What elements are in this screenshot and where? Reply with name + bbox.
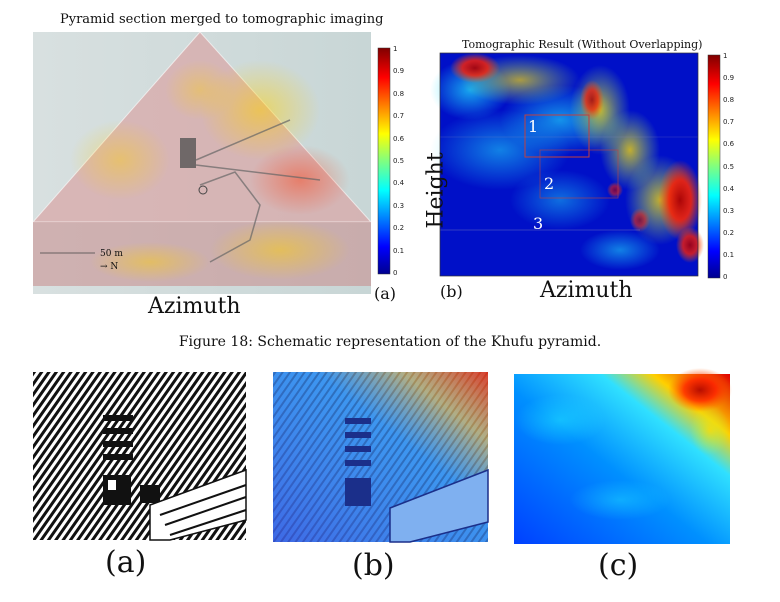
right-panel-label: (b) xyxy=(440,282,463,301)
left-panel-title: Pyramid section merged to tomographic im… xyxy=(60,12,384,27)
region-box-2 xyxy=(539,149,619,199)
tomographic-result-panel xyxy=(430,52,704,277)
colorbar-left-tick-6: 0.4 xyxy=(393,179,405,188)
bottom-label-b: (b) xyxy=(352,548,395,583)
colorbar-left-tick-2: 0.8 xyxy=(393,89,405,98)
colorbar-left-tick-1: 0.9 xyxy=(393,67,405,76)
colorbar-right-tick-8: 0.2 xyxy=(723,228,735,237)
left-panel-label: (a) xyxy=(374,284,397,303)
scale-label: 50 m xyxy=(100,249,123,259)
colorbar-right-tick-9: 0.1 xyxy=(723,250,735,259)
bottom-label-c: (c) xyxy=(598,548,639,583)
colorbar-right-tick-5: 0.5 xyxy=(723,162,735,171)
left-xlabel: Azimuth xyxy=(148,294,241,319)
colorbar-left-tick-0: 1 xyxy=(393,45,398,53)
colorbar-right-tick-0: 1 xyxy=(723,52,728,60)
pyramid-section-panel xyxy=(31,31,373,294)
colorbar-left-tick-3: 0.7 xyxy=(393,112,405,121)
bottom-panel-c xyxy=(514,368,732,544)
colorbar-right-tick-10: 0 xyxy=(723,273,728,281)
colorbar-right xyxy=(707,54,721,279)
figure-caption: Figure 18: Schematic representation of t… xyxy=(178,334,602,350)
colorbar-right-tick-6: 0.4 xyxy=(723,184,735,193)
right-panel-title: Tomographic Result (Without Overlapping) xyxy=(462,38,703,51)
colorbar-left-tick-5: 0.5 xyxy=(393,157,405,165)
colorbar-left-tick-9: 0.1 xyxy=(393,246,405,255)
region-label-2: 2 xyxy=(544,174,555,193)
region-label-1: 1 xyxy=(528,117,539,136)
colorbar-right-tick-3: 0.7 xyxy=(723,118,735,127)
colorbar-left-tick-8: 0.2 xyxy=(393,224,405,233)
north-label: → N xyxy=(100,262,119,272)
colorbar-left-tick-10: 0 xyxy=(393,269,398,277)
colorbar-right-tick-4: 0.6 xyxy=(723,140,735,149)
kings-chamber xyxy=(180,138,196,168)
colorbar-left-tick-4: 0.6 xyxy=(393,134,405,143)
region-label-3: 3 xyxy=(533,214,544,233)
bottom-label-a: (a) xyxy=(105,545,147,580)
colorbar-right-tick-7: 0.3 xyxy=(723,206,735,215)
colorbar-left-tick-7: 0.3 xyxy=(393,201,405,210)
bottom-panel-b xyxy=(273,372,489,543)
colorbar-right-tick-2: 0.8 xyxy=(723,96,735,105)
colorbar-left xyxy=(377,47,391,275)
region-box-1 xyxy=(524,114,590,158)
right-xlabel: Azimuth xyxy=(540,278,633,303)
right-ylabel: Height xyxy=(423,152,449,229)
colorbar-right-tick-1: 0.9 xyxy=(723,74,735,83)
bottom-panel-a xyxy=(33,372,247,541)
